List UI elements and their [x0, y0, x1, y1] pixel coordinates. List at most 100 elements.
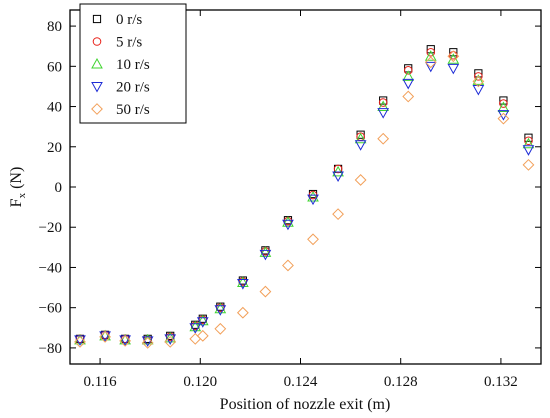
legend-label: 0 r/s: [116, 12, 142, 28]
data-point: [196, 314, 209, 326]
series-4: [74, 50, 535, 349]
data-point: [497, 112, 510, 125]
y-axis-title: Fx (N): [8, 167, 28, 208]
data-point: [424, 50, 437, 61]
y-tick-label: 20: [47, 140, 62, 156]
data-point: [259, 249, 272, 261]
data-point: [354, 174, 367, 186]
y-tick-label: 0: [55, 180, 63, 196]
data-point: [282, 259, 294, 272]
y-tick-label: −20: [39, 220, 62, 236]
data-point: [474, 69, 483, 78]
legend-label: 5 r/s: [116, 35, 142, 51]
legend-label: 20 r/s: [116, 80, 150, 96]
x-tick-label: 0.128: [384, 374, 418, 390]
data-point: [189, 320, 202, 332]
data-point: [377, 108, 390, 119]
data-point: [522, 158, 535, 171]
data-point: [377, 100, 390, 112]
series-layer: [74, 45, 535, 349]
data-point: [524, 133, 533, 142]
data-point: [472, 74, 485, 85]
x-axis-title: Position of nozzle exit (m): [220, 396, 391, 413]
legend-item: 50 r/s: [91, 102, 150, 118]
y-tick-label: 60: [47, 59, 62, 75]
legend-label: 10 r/s: [116, 57, 150, 73]
data-point: [354, 140, 367, 151]
data-point: [214, 322, 227, 335]
y-tick-label: −40: [39, 260, 62, 276]
data-point: [424, 61, 437, 73]
data-point: [332, 208, 344, 221]
legend-label: 50 r/s: [116, 102, 150, 118]
legend-box: [79, 3, 187, 124]
legend-marker: [91, 82, 103, 93]
data-point: [307, 194, 319, 206]
data-point: [447, 63, 460, 75]
x-ticks: 0.116 0.120 0.124 0.128 0.132: [83, 10, 518, 390]
data-point: [214, 302, 227, 314]
legend-item: 10 r/s: [91, 57, 150, 73]
data-point: [196, 317, 209, 328]
data-point: [472, 84, 485, 96]
data-point: [141, 333, 154, 345]
data-point: [119, 334, 132, 347]
data-point: [332, 165, 344, 177]
data-point: [379, 96, 388, 105]
data-point: [164, 331, 177, 343]
data-point: [307, 233, 319, 246]
data-point: [426, 47, 436, 57]
x-tick-label: 0.132: [484, 374, 518, 390]
data-point: [497, 101, 510, 113]
y-tick-label: −60: [39, 301, 62, 317]
data-point: [474, 72, 483, 81]
data-point: [237, 279, 249, 290]
data-point: [282, 216, 294, 227]
data-point: [74, 335, 86, 348]
data-point: [237, 276, 249, 288]
data-point: [214, 305, 227, 316]
x-tick-label: 0.120: [183, 374, 217, 390]
data-point: [282, 219, 294, 231]
legend-item: 0 r/s: [92, 12, 142, 28]
series-3: [74, 61, 535, 347]
data-point: [74, 335, 86, 346]
data-point: [99, 330, 111, 343]
data-point: [378, 98, 388, 107]
x-tick-label: 0.116: [83, 374, 117, 390]
data-point: [499, 99, 508, 108]
legend-marker: [92, 37, 102, 46]
data-point: [472, 75, 485, 88]
data-point: [497, 110, 510, 121]
legend-marker: [91, 57, 103, 69]
y-tick-label: 80: [47, 19, 62, 35]
legend-marker: [91, 103, 103, 115]
data-point: [426, 45, 435, 54]
legend-marker: [92, 14, 102, 24]
y-tick-label: −80: [39, 341, 62, 357]
data-point: [141, 336, 154, 347]
data-point: [307, 191, 319, 202]
data-point: [196, 329, 209, 342]
data-point: [403, 66, 413, 75]
data-point: [377, 132, 390, 145]
data-point: [424, 56, 437, 69]
data-point: [189, 323, 202, 334]
data-point: [499, 96, 508, 105]
data-point: [522, 145, 535, 156]
data-point: [236, 306, 249, 319]
data-point: [524, 136, 533, 146]
data-point: [402, 78, 415, 90]
data-point: [259, 246, 272, 257]
data-point: [141, 336, 154, 349]
y-axis-title-unit: (N): [8, 167, 25, 193]
data-point: [522, 137, 535, 149]
data-point: [333, 164, 343, 174]
data-point: [164, 335, 177, 348]
legend-item: 5 r/s: [92, 35, 142, 51]
data-point: [447, 50, 460, 63]
data-point: [354, 132, 367, 144]
data-point: [402, 90, 415, 103]
x-tick-label: 0.124: [284, 374, 318, 390]
